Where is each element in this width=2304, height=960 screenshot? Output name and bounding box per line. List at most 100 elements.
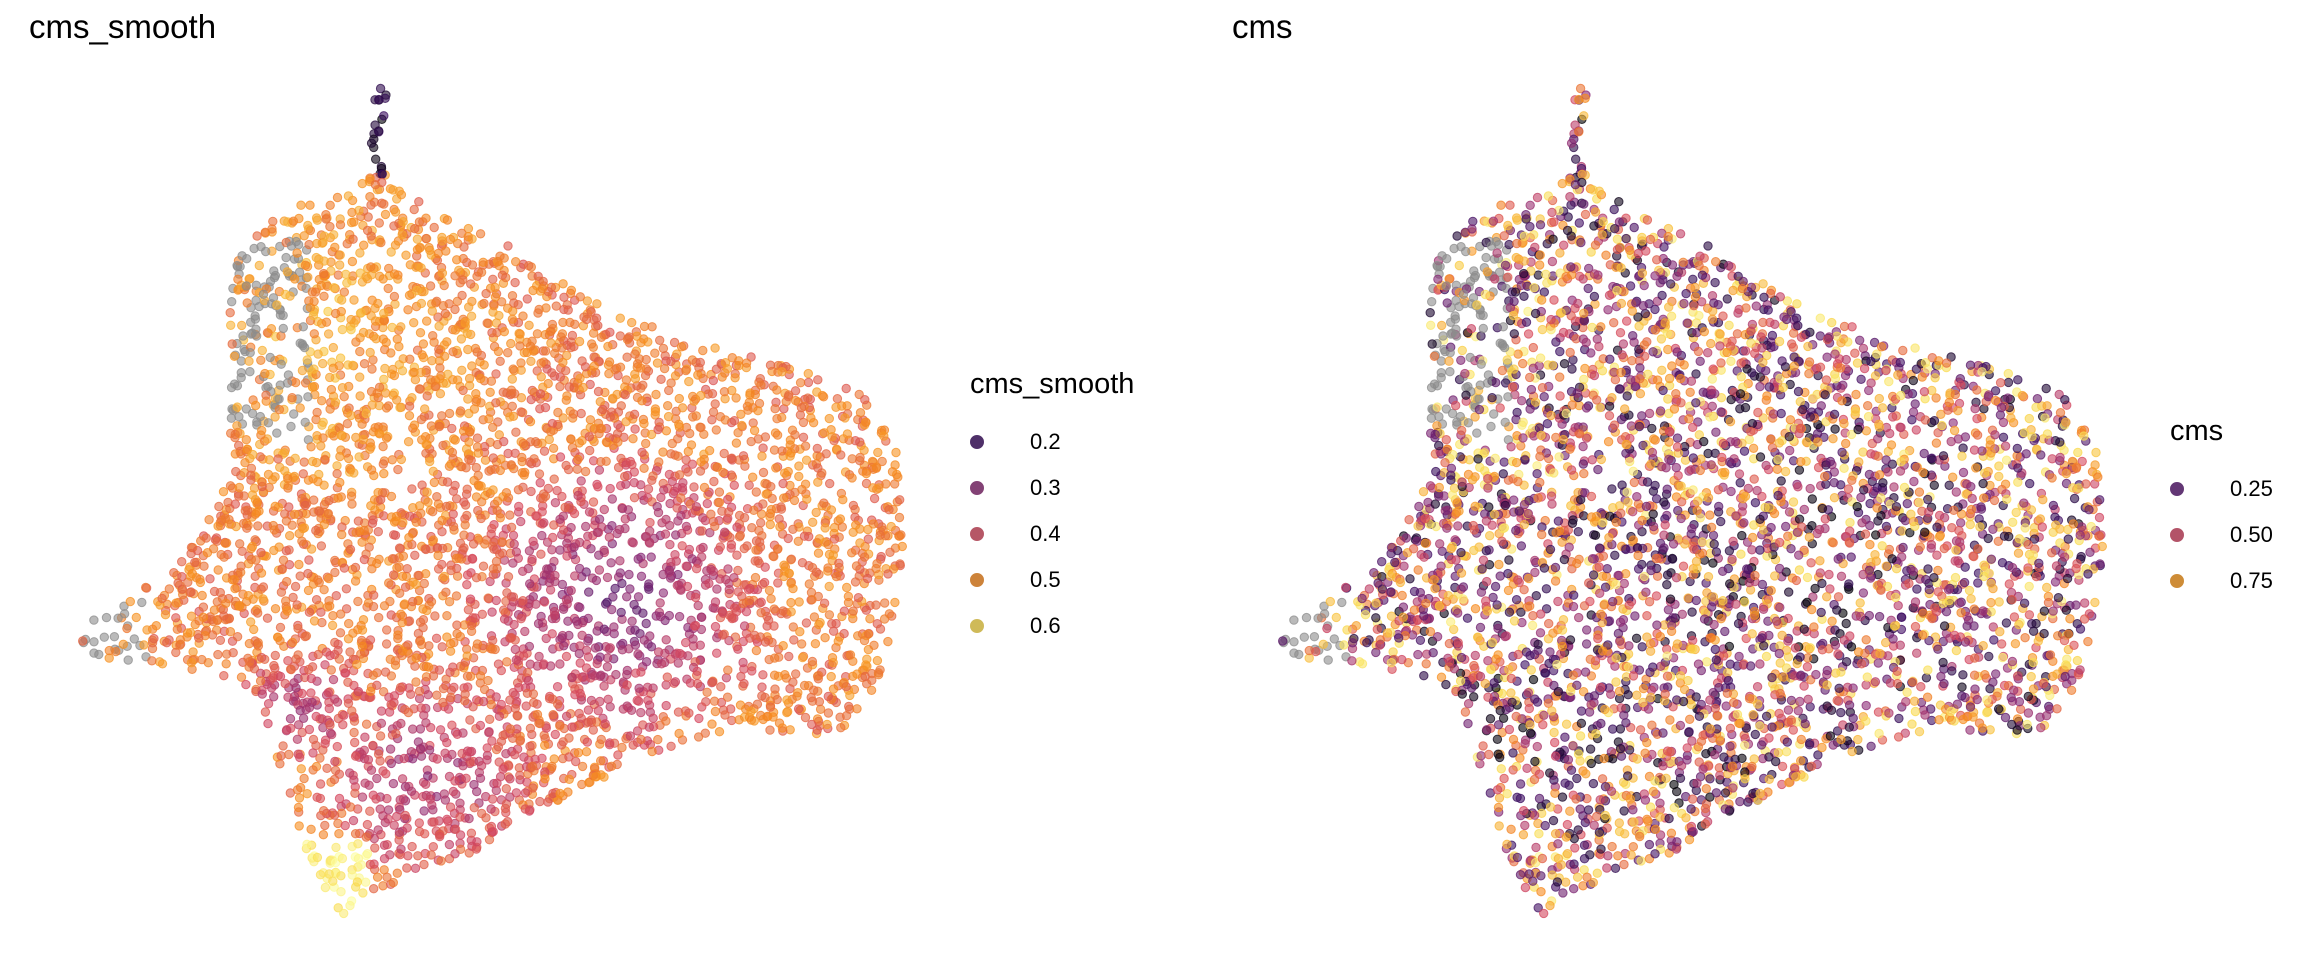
data-point <box>201 533 211 543</box>
data-point <box>410 224 420 234</box>
data-point <box>285 714 296 724</box>
data-point <box>494 430 504 440</box>
data-point <box>332 697 343 707</box>
data-point <box>385 596 395 607</box>
data-point <box>269 692 279 702</box>
data-point <box>609 622 619 632</box>
data-point <box>712 584 722 594</box>
data-point <box>807 595 817 605</box>
data-point <box>267 475 278 485</box>
data-point <box>462 570 473 580</box>
data-point <box>797 639 807 649</box>
data-point <box>341 584 352 594</box>
data-point <box>437 515 447 526</box>
data-point <box>1815 556 1825 566</box>
data-point <box>469 779 479 790</box>
data-point <box>723 564 733 574</box>
data-point <box>661 680 671 690</box>
data-point <box>676 342 687 352</box>
data-point <box>508 530 519 541</box>
data-point <box>718 467 728 478</box>
scatter-points-cms-smooth <box>78 83 907 919</box>
data-point <box>794 461 804 471</box>
data-point <box>831 618 841 629</box>
data-point <box>482 743 492 753</box>
data-point <box>890 597 900 608</box>
data-point <box>693 370 703 380</box>
data-point <box>260 368 270 379</box>
data-point <box>793 536 803 546</box>
data-point <box>468 539 479 549</box>
data-point <box>1732 329 1743 339</box>
data-point <box>339 563 350 573</box>
data-point <box>387 554 398 564</box>
data-point <box>632 695 642 706</box>
data-point <box>366 501 376 511</box>
data-point <box>171 613 181 623</box>
data-point <box>293 720 304 730</box>
data-point <box>771 463 781 473</box>
data-point <box>877 522 887 532</box>
data-point <box>94 649 104 660</box>
data-point <box>352 877 363 887</box>
data-point <box>871 600 881 610</box>
data-point <box>734 532 745 542</box>
data-point <box>424 641 434 651</box>
data-point <box>300 631 310 642</box>
data-point <box>492 505 502 516</box>
data-point <box>495 251 505 261</box>
data-point <box>783 533 793 544</box>
data-point <box>589 352 599 362</box>
data-point <box>688 634 698 644</box>
data-point <box>255 676 266 686</box>
data-point <box>396 454 407 465</box>
data-point <box>656 374 666 384</box>
data-point <box>383 805 394 815</box>
data-point <box>495 465 505 476</box>
data-point <box>525 457 535 467</box>
data-point <box>320 882 331 893</box>
data-point <box>318 358 328 369</box>
data-point <box>875 624 886 634</box>
data-point <box>848 606 858 616</box>
data-point <box>541 303 551 313</box>
data-point <box>407 841 417 852</box>
data-point <box>659 485 669 495</box>
data-point <box>241 679 251 690</box>
data-point <box>394 186 404 196</box>
data-point <box>1813 750 1823 760</box>
data-point <box>487 607 497 617</box>
data-point <box>344 618 354 629</box>
data-point <box>353 686 364 697</box>
data-point <box>736 409 746 419</box>
data-point <box>491 398 501 408</box>
data-point <box>567 722 577 732</box>
data-point <box>635 363 646 373</box>
data-point <box>586 544 596 554</box>
data-point <box>593 706 603 716</box>
data-point <box>583 531 593 541</box>
data-point <box>269 660 279 671</box>
data-point <box>366 765 377 775</box>
data-point <box>195 577 206 588</box>
data-point <box>714 727 725 737</box>
data-point <box>308 734 319 745</box>
data-point <box>836 450 846 460</box>
data-point <box>282 725 292 735</box>
data-point <box>855 538 865 548</box>
data-point <box>839 606 850 616</box>
data-point <box>503 348 513 358</box>
data-point <box>536 372 546 382</box>
data-point <box>842 429 853 439</box>
data-point <box>528 285 538 296</box>
data-point <box>824 610 835 620</box>
data-point <box>482 318 492 328</box>
data-point <box>455 812 465 822</box>
data-point <box>292 785 303 795</box>
data-point <box>390 207 401 217</box>
data-point <box>276 359 286 369</box>
data-point <box>662 672 672 682</box>
data-point <box>721 574 731 585</box>
data-point <box>208 544 219 554</box>
data-point <box>653 734 663 745</box>
